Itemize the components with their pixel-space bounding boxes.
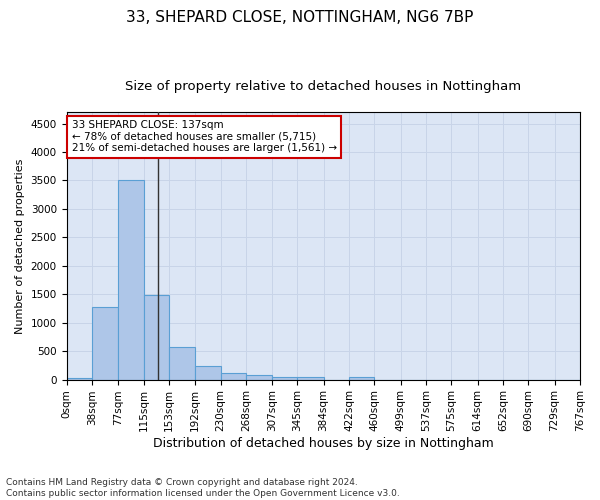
Bar: [67, 378, 92, 380]
Y-axis label: Number of detached properties: Number of detached properties: [15, 158, 25, 334]
Bar: [118, 180, 143, 380]
Bar: [221, 373, 246, 380]
Bar: [246, 375, 272, 380]
Title: Size of property relative to detached houses in Nottingham: Size of property relative to detached ho…: [125, 80, 521, 93]
Bar: [143, 296, 169, 380]
Bar: [298, 377, 323, 380]
Text: 33 SHEPARD CLOSE: 137sqm
← 78% of detached houses are smaller (5,715)
21% of sem: 33 SHEPARD CLOSE: 137sqm ← 78% of detach…: [71, 120, 337, 154]
Bar: [195, 366, 221, 380]
Text: Contains HM Land Registry data © Crown copyright and database right 2024.
Contai: Contains HM Land Registry data © Crown c…: [6, 478, 400, 498]
X-axis label: Distribution of detached houses by size in Nottingham: Distribution of detached houses by size …: [153, 437, 494, 450]
Bar: [92, 307, 118, 380]
Bar: [349, 377, 374, 380]
Text: 33, SHEPARD CLOSE, NOTTINGHAM, NG6 7BP: 33, SHEPARD CLOSE, NOTTINGHAM, NG6 7BP: [127, 10, 473, 25]
Bar: [169, 346, 195, 380]
Bar: [272, 377, 298, 380]
